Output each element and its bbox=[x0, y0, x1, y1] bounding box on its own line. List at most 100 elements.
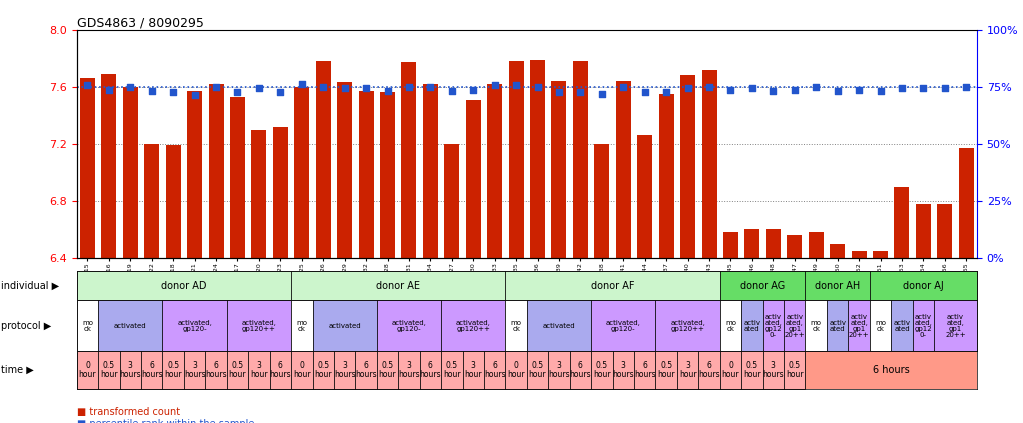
Bar bbox=[163, 351, 184, 389]
Bar bbox=[355, 351, 376, 389]
Text: 0.5
hour: 0.5 hour bbox=[743, 361, 761, 379]
Bar bbox=[591, 300, 656, 351]
Text: 3
hours: 3 hours bbox=[548, 361, 570, 379]
Text: activated: activated bbox=[542, 323, 575, 329]
Point bbox=[229, 89, 246, 96]
Text: 6
hours: 6 hours bbox=[206, 361, 227, 379]
Text: activated,
gp120++: activated, gp120++ bbox=[241, 320, 276, 332]
Text: 3
hours: 3 hours bbox=[762, 361, 785, 379]
Text: 3
hours: 3 hours bbox=[184, 361, 206, 379]
Bar bbox=[784, 351, 805, 389]
Point bbox=[358, 85, 374, 91]
Bar bbox=[77, 351, 98, 389]
Bar bbox=[338, 82, 352, 258]
Bar bbox=[870, 300, 891, 351]
Text: 3
hours: 3 hours bbox=[120, 361, 141, 379]
Point bbox=[830, 88, 846, 94]
Bar bbox=[273, 127, 287, 258]
Bar bbox=[80, 78, 95, 258]
Bar bbox=[573, 61, 588, 258]
Text: activated,
gp120-: activated, gp120- bbox=[177, 320, 212, 332]
Text: GDS4863 / 8090295: GDS4863 / 8090295 bbox=[77, 16, 204, 30]
Bar bbox=[98, 300, 163, 351]
Bar bbox=[613, 351, 634, 389]
Bar bbox=[762, 300, 784, 351]
Bar bbox=[380, 93, 395, 258]
Bar bbox=[548, 351, 570, 389]
Text: donor AE: donor AE bbox=[376, 280, 420, 291]
Bar bbox=[441, 300, 505, 351]
Point bbox=[380, 88, 396, 94]
Bar bbox=[720, 300, 742, 351]
Bar bbox=[616, 81, 631, 258]
Point bbox=[593, 91, 610, 97]
Text: 3
hours: 3 hours bbox=[613, 361, 634, 379]
Text: 0
hour: 0 hour bbox=[79, 361, 96, 379]
Bar bbox=[809, 232, 824, 258]
Point bbox=[186, 92, 203, 99]
Bar bbox=[77, 300, 98, 351]
Bar bbox=[508, 61, 524, 258]
Text: mo
ck: mo ck bbox=[510, 320, 522, 332]
Point bbox=[916, 85, 932, 91]
Bar bbox=[462, 351, 484, 389]
Bar bbox=[166, 145, 181, 258]
Point bbox=[508, 82, 525, 89]
Bar bbox=[333, 351, 355, 389]
Bar bbox=[702, 70, 716, 258]
Bar bbox=[376, 300, 441, 351]
Bar bbox=[934, 300, 977, 351]
Text: activ
ated: activ ated bbox=[893, 320, 910, 332]
Point bbox=[79, 82, 95, 89]
Text: 0.5
hour: 0.5 hour bbox=[100, 361, 118, 379]
Bar bbox=[292, 300, 312, 351]
Bar bbox=[937, 204, 952, 258]
Bar bbox=[720, 351, 742, 389]
Text: 0.5
hour: 0.5 hour bbox=[529, 361, 546, 379]
Text: 0
hour: 0 hour bbox=[721, 361, 740, 379]
Bar bbox=[634, 351, 656, 389]
Bar bbox=[312, 300, 376, 351]
Bar bbox=[444, 144, 459, 258]
Text: 3
hour: 3 hour bbox=[464, 361, 482, 379]
Text: 0.5
hour: 0.5 hour bbox=[314, 361, 332, 379]
Bar bbox=[487, 84, 502, 258]
Bar bbox=[680, 75, 695, 258]
Text: 6
hours: 6 hours bbox=[484, 361, 505, 379]
Bar bbox=[376, 351, 398, 389]
Bar bbox=[784, 300, 805, 351]
Bar bbox=[916, 204, 931, 258]
Bar bbox=[292, 351, 312, 389]
Point bbox=[744, 85, 760, 91]
Text: 0.5
hour: 0.5 hour bbox=[443, 361, 460, 379]
Bar bbox=[591, 351, 613, 389]
Text: mo
ck: mo ck bbox=[297, 320, 307, 332]
Point bbox=[937, 85, 953, 91]
Bar bbox=[805, 351, 977, 389]
Text: 3
hours: 3 hours bbox=[398, 361, 419, 379]
Text: 0.5
hour: 0.5 hour bbox=[229, 361, 247, 379]
Text: 6
hours: 6 hours bbox=[634, 361, 656, 379]
Text: 6
hours: 6 hours bbox=[419, 361, 441, 379]
Bar bbox=[101, 74, 117, 258]
Bar bbox=[209, 84, 224, 258]
Text: donor AJ: donor AJ bbox=[903, 280, 944, 291]
Bar bbox=[252, 129, 266, 258]
Text: activ
ated,
gp1
20++: activ ated, gp1 20++ bbox=[785, 314, 805, 338]
Text: 0.5
hour: 0.5 hour bbox=[379, 361, 396, 379]
Point bbox=[272, 89, 288, 96]
Bar bbox=[594, 144, 610, 258]
Point bbox=[100, 86, 117, 93]
Point bbox=[959, 83, 975, 90]
Bar bbox=[656, 351, 677, 389]
Text: 6
hours: 6 hours bbox=[355, 361, 376, 379]
Text: activ
ated: activ ated bbox=[830, 320, 846, 332]
Text: activated: activated bbox=[328, 323, 361, 329]
Text: 6
hours: 6 hours bbox=[570, 361, 591, 379]
Text: activated,
gp120++: activated, gp120++ bbox=[670, 320, 705, 332]
Bar bbox=[441, 351, 462, 389]
Point bbox=[337, 85, 353, 91]
Bar bbox=[723, 232, 738, 258]
Text: donor AD: donor AD bbox=[162, 280, 207, 291]
Text: 6
hours: 6 hours bbox=[269, 361, 292, 379]
